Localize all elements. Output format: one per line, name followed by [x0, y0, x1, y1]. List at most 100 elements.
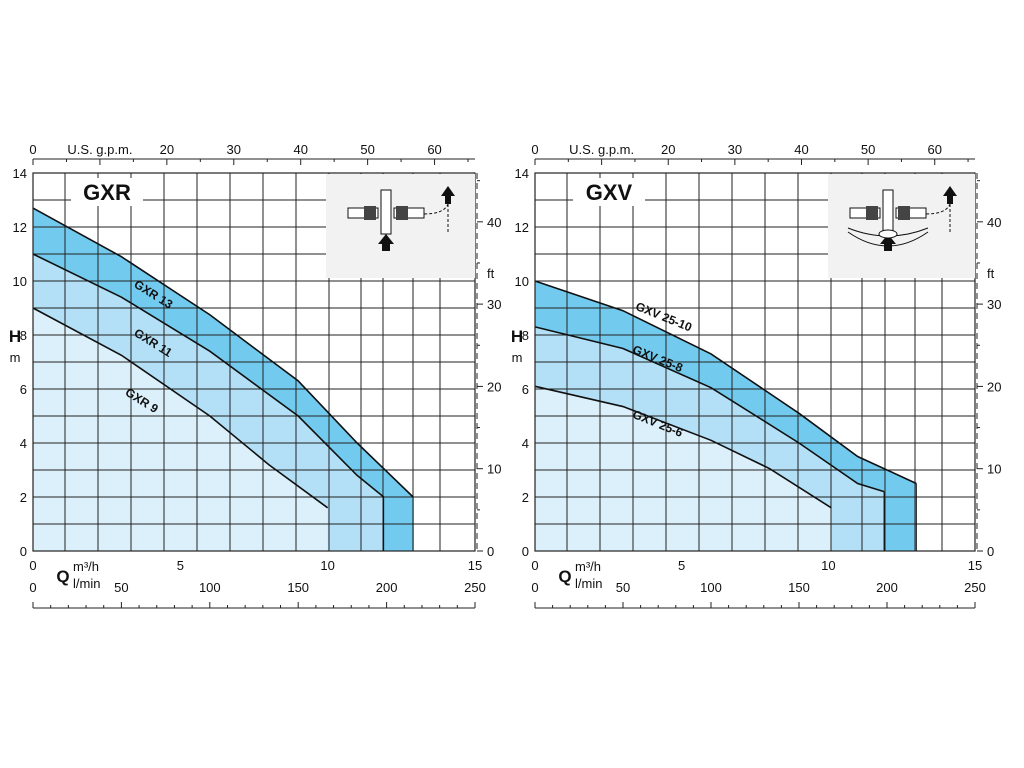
operating-region-high — [33, 208, 414, 551]
lmin-tick-label: 200 — [376, 580, 398, 595]
title-box — [71, 178, 143, 206]
gpm-axis-label: U.S. g.p.m. — [67, 142, 132, 157]
y-tick-label: 6 — [20, 382, 27, 397]
x-unit-m3h: m³/h — [575, 559, 601, 574]
y-axis-label: H — [511, 327, 523, 346]
y-tick-label: 4 — [522, 436, 529, 451]
y2-tick-label: 40 — [487, 215, 501, 230]
lmin-tick-label: 0 — [29, 580, 36, 595]
impeller-hub-left — [866, 206, 878, 220]
x-axis-label: Q — [558, 567, 571, 586]
impeller-right — [393, 207, 425, 219]
y-tick-label: 2 — [522, 490, 529, 505]
operating-region-low — [33, 308, 328, 551]
lmin-tick-label: 0 — [531, 580, 538, 595]
y2-axis-label: ft — [487, 266, 495, 281]
plot-border — [534, 172, 976, 552]
y-tick-label: 2 — [20, 490, 27, 505]
series-line-0 — [32, 207, 414, 498]
impeller-hub-right — [898, 206, 910, 220]
gpm-tick-label: 30 — [728, 142, 742, 157]
inlet-arrow-icon — [880, 234, 896, 251]
y2-tick-label: 20 — [487, 379, 501, 394]
y-tick-label: 4 — [20, 436, 27, 451]
pump-diagram-inset — [828, 174, 975, 278]
y2-axis-label: ft — [987, 266, 995, 281]
x-tick-label: 5 — [177, 558, 184, 573]
x-tick-label: 0 — [531, 558, 538, 573]
gpm-tick-label: 20 — [661, 142, 675, 157]
impeller-left — [347, 207, 379, 219]
y2-tick-label: 0 — [987, 544, 994, 559]
y-tick-label: 14 — [515, 166, 529, 181]
outlet-arrow-icon — [943, 186, 957, 204]
y2-tick-label: 30 — [987, 297, 1001, 312]
series-line-2 — [32, 307, 329, 509]
inlet-arrow-icon — [378, 234, 394, 251]
gpm-tick-label: 20 — [160, 142, 174, 157]
impeller-hub-left — [364, 206, 376, 220]
y-tick-label: 8 — [522, 328, 529, 343]
y-tick-label: 10 — [13, 274, 27, 289]
outlet-arrow-icon — [441, 186, 455, 204]
gpm-axis-label: U.S. g.p.m. — [569, 142, 634, 157]
x-unit-m3h: m³/h — [73, 559, 99, 574]
y-tick-label: 6 — [522, 382, 529, 397]
lmin-tick-label: 100 — [700, 580, 722, 595]
lmin-tick-label: 50 — [114, 580, 128, 595]
plot-border — [32, 172, 476, 552]
lmin-tick-label: 150 — [788, 580, 810, 595]
y2-tick-label: 10 — [487, 462, 501, 477]
title-box — [573, 178, 645, 206]
gpm-tick-label: 50 — [861, 142, 875, 157]
gpm-tick-label: 40 — [794, 142, 808, 157]
operating-region-high — [535, 281, 917, 551]
gxv-chart: GXV 0 2 4 6 8 10 12 14 Hm 0 10 20 30 40 ft 0 5 10 15 Qm³/h l/… — [511, 142, 1001, 609]
lmin-tick-label: 100 — [199, 580, 221, 595]
series-line-1 — [32, 253, 385, 498]
x-tick-label: 10 — [320, 558, 334, 573]
gpm-tick-label: 0 — [531, 142, 538, 157]
y-axis-unit: m — [512, 350, 523, 365]
x-unit-lmin: l/min — [575, 576, 602, 591]
x-tick-label: 0 — [29, 558, 36, 573]
x-tick-label: 10 — [821, 558, 835, 573]
gpm-tick-label: 60 — [928, 142, 942, 157]
pump-diagram-inset — [326, 174, 475, 278]
lmin-tick-label: 250 — [464, 580, 486, 595]
y-tick-label: 12 — [13, 220, 27, 235]
x-tick-label: 15 — [468, 558, 482, 573]
x-tick-label: 5 — [678, 558, 685, 573]
y-axis-label: H — [9, 327, 21, 346]
x-axis-label: Q — [56, 567, 69, 586]
chart-title: GXR — [83, 180, 131, 205]
gpm-tick-label: 30 — [227, 142, 241, 157]
impeller-right — [895, 207, 927, 219]
y-tick-label: 12 — [515, 220, 529, 235]
vortex-inlet — [878, 229, 898, 239]
lmin-tick-label: 150 — [287, 580, 309, 595]
gpm-tick-label: 40 — [293, 142, 307, 157]
y-axis-unit: m — [10, 350, 21, 365]
series-line-0 — [534, 280, 917, 485]
impeller-hub-right — [396, 206, 408, 220]
discharge-path — [925, 203, 951, 232]
y-tick-label: 8 — [20, 328, 27, 343]
y-tick-label: 0 — [522, 544, 529, 559]
y2-tick-label: 20 — [987, 379, 1001, 394]
series-line-2 — [534, 385, 832, 509]
impeller-left — [849, 207, 881, 219]
pump-shaft — [380, 189, 392, 235]
gpm-tick-label: 0 — [29, 142, 36, 157]
y2-tick-label: 10 — [987, 462, 1001, 477]
y-tick-label: 14 — [13, 166, 27, 181]
lmin-tick-label: 200 — [876, 580, 898, 595]
gxr-chart: GXR 0 2 4 6 8 10 12 14 Hm 0 10 20 30 40 ft 0 5 10 15 Qm³/h l/… — [9, 142, 501, 609]
lmin-tick-label: 250 — [964, 580, 986, 595]
series-line-1 — [534, 326, 885, 493]
gpm-tick-label: 60 — [427, 142, 441, 157]
y2-tick-label: 0 — [487, 544, 494, 559]
y2-tick-label: 30 — [487, 297, 501, 312]
lmin-tick-label: 50 — [616, 580, 630, 595]
